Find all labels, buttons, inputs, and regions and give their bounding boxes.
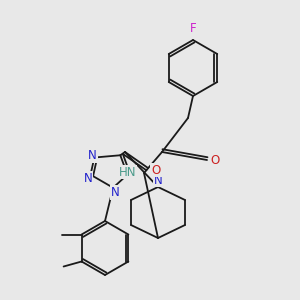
Text: F: F [190, 22, 196, 35]
Text: O: O [152, 164, 160, 176]
Text: O: O [210, 154, 220, 166]
Text: N: N [84, 172, 92, 185]
Text: N: N [88, 149, 97, 162]
Text: N: N [154, 173, 162, 187]
Text: N: N [111, 186, 119, 199]
Text: HN: HN [118, 166, 136, 178]
